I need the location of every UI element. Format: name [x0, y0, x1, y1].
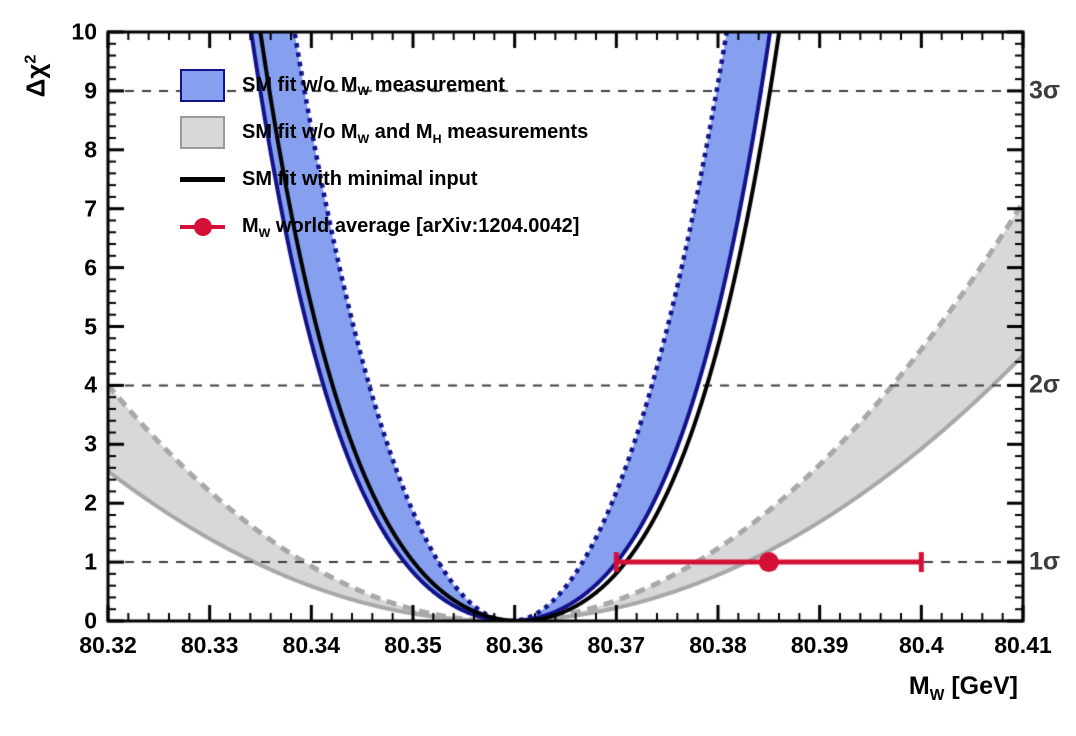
y-tick-label: 8	[84, 136, 97, 163]
legend-label: SM fit w/o MW and MH measurements	[242, 120, 589, 146]
text-segment: H	[432, 131, 442, 146]
x-tick-label: 80.39	[790, 632, 849, 658]
y-tick-label: 0	[84, 607, 97, 634]
legend-row: SM fit with minimal input	[180, 162, 478, 198]
legend-line-swatch	[180, 177, 225, 183]
text-segment: world average [arXiv:1204.0042]	[270, 215, 580, 238]
legend-marker-swatch	[180, 217, 225, 237]
y-tick-label: 5	[84, 313, 97, 339]
text-segment: measurements	[441, 120, 589, 143]
text-segment: SM fit w/o M	[242, 120, 358, 143]
legend-label: MW world average [arXiv:1204.0042]	[242, 215, 580, 241]
x-tick-label: 80.36	[485, 632, 544, 658]
x-tick-label: 80.33	[180, 632, 239, 658]
x-tick-label: 80.34	[282, 632, 341, 658]
x-tick-label: 80.41	[994, 632, 1052, 658]
text-segment: W	[929, 686, 945, 704]
text-segment: W	[258, 226, 271, 241]
x-axis-title: MW [GeV]	[908, 672, 1018, 704]
text-segment: measurement	[369, 73, 505, 96]
x-tick-label: 80.37	[587, 632, 646, 658]
y-tick-label: 3	[84, 430, 97, 457]
text-segment: M	[242, 215, 259, 238]
sigma-label-1sigma: 1σ	[1029, 547, 1061, 576]
legend-band-swatch	[180, 68, 225, 102]
y-tick-label: 6	[84, 254, 97, 281]
legend-band-swatch	[180, 115, 225, 149]
text-segment: [GeV]	[944, 672, 1018, 700]
y-tick-label: 10	[71, 18, 97, 45]
legend-row: SM fit w/o MW and MH measurements	[180, 114, 588, 150]
legend-marker-dot	[193, 217, 212, 236]
text-segment: 2	[21, 54, 40, 64]
x-tick-label: 80.4	[898, 632, 944, 658]
y-tick-label: 2	[84, 489, 97, 516]
x-tick-label: 80.38	[689, 632, 747, 658]
legend-row: MW world average [arXiv:1204.0042]	[180, 209, 579, 245]
legend-label: SM fit with minimal input	[242, 168, 478, 191]
legend-label: SM fit w/o MW measurement	[242, 73, 505, 99]
legend-row: SM fit w/o MW measurement	[180, 67, 505, 103]
text-segment: SM fit with minimal input	[242, 168, 478, 191]
sigma-label-3sigma: 3σ	[1029, 76, 1061, 105]
x-tick-label: 80.35	[384, 632, 442, 658]
y-tick-label: 9	[84, 77, 97, 104]
sigma-label-2sigma: 2σ	[1029, 370, 1061, 399]
text-segment: W	[357, 84, 370, 99]
y-tick-label: 1	[84, 548, 97, 575]
text-segment: W	[357, 131, 370, 146]
text-segment: M	[908, 672, 930, 700]
y-tick-label: 4	[84, 371, 97, 398]
text-segment: SM fit w/o M	[242, 73, 358, 96]
text-segment: and M	[369, 120, 433, 143]
y-tick-label: 7	[84, 195, 97, 222]
x-tick-label: 80.32	[79, 632, 137, 658]
